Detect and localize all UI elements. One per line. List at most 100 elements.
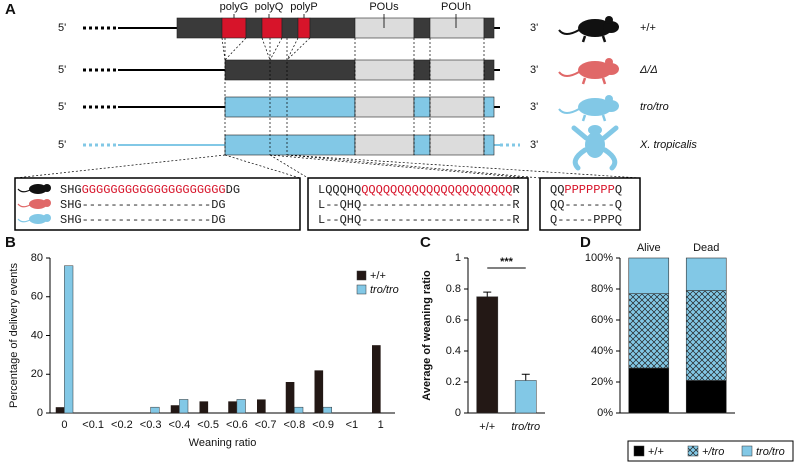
exon-segment xyxy=(429,17,485,39)
sequence-segment: PPPPPPP xyxy=(564,183,614,197)
exon-segment xyxy=(354,17,415,39)
alignment-line: QQ-------Q xyxy=(550,198,622,212)
legend-label: +/+ xyxy=(370,270,386,282)
annotation: *** xyxy=(500,256,514,268)
bar xyxy=(372,345,381,413)
mouse-icon xyxy=(17,203,31,208)
mouse-icon xyxy=(578,19,612,37)
panel-label: B xyxy=(5,234,16,251)
mouse-icon xyxy=(603,21,619,33)
connector xyxy=(286,154,541,179)
alignment-line: Q-----PPPQ xyxy=(550,213,622,227)
y-tick-label: 0% xyxy=(597,407,613,419)
legend-label: +/+ xyxy=(648,446,664,458)
exon-segment xyxy=(224,134,356,156)
exon-segment xyxy=(483,59,495,81)
y-tick-label: 0.2 xyxy=(446,376,461,388)
exon-segment xyxy=(413,96,431,118)
bar xyxy=(322,406,332,414)
x-tick-label: Alive xyxy=(637,242,661,254)
bar-segment xyxy=(628,293,670,369)
alignment-box xyxy=(539,177,641,231)
bar-segment xyxy=(628,257,670,294)
mouse-icon xyxy=(581,35,607,43)
connector xyxy=(221,37,226,61)
legend-label: +/tro xyxy=(702,446,724,458)
sequence-segment: SHG------------------DG xyxy=(60,213,226,227)
sequence-segment: DG xyxy=(226,183,240,197)
legend-swatch xyxy=(356,270,367,281)
connector xyxy=(269,154,309,179)
mouse-icon xyxy=(43,199,51,207)
domain-label: POUh xyxy=(441,1,471,13)
frog-icon xyxy=(585,132,605,158)
legend-swatch xyxy=(741,445,753,457)
mouse-icon xyxy=(17,218,31,223)
exon-segment xyxy=(354,134,415,156)
x-tick-label: <0.3 xyxy=(140,419,162,431)
exon-segment xyxy=(309,17,356,39)
exon-segment xyxy=(429,134,485,156)
y-tick-label: 0.4 xyxy=(446,345,461,357)
bar xyxy=(476,296,499,414)
connector xyxy=(224,37,247,61)
exon-segment xyxy=(483,17,495,39)
sequence-segment: L--QHQ---------------------R xyxy=(318,198,520,212)
exon-segment xyxy=(224,96,356,118)
exon-segment xyxy=(281,17,299,39)
connector xyxy=(286,37,311,61)
three-prime: 3' xyxy=(530,64,538,76)
sequence-segment: SHG------------------DG xyxy=(60,198,226,212)
domain-label: POUs xyxy=(369,1,399,13)
bar xyxy=(150,406,160,414)
sequence-segment: QQ xyxy=(550,183,564,197)
connector xyxy=(224,154,301,179)
y-tick-label: 80 xyxy=(31,252,43,264)
sequence-segment: Q xyxy=(615,183,622,197)
y-tick-label: 60% xyxy=(591,314,613,326)
bar xyxy=(514,380,537,414)
five-prime: 5' xyxy=(58,22,66,34)
alignment-line: L--QHQ---------------------R xyxy=(318,198,520,212)
x-tick-label: <0.5 xyxy=(197,419,219,431)
exon-segment xyxy=(483,134,495,156)
alignment-line: SHG------------------DG xyxy=(60,213,226,227)
sequence-segment: QQ-------Q xyxy=(550,198,622,212)
legend-swatch xyxy=(356,284,367,295)
sequence-segment: Q-----PPPQ xyxy=(550,213,622,227)
y-tick-label: 0.8 xyxy=(446,283,461,295)
bar xyxy=(314,370,324,413)
mouse-icon xyxy=(29,214,47,224)
y-tick-label: 0 xyxy=(455,407,461,419)
domain-label: polyQ xyxy=(255,1,284,13)
x-tick-label: <0.4 xyxy=(169,419,191,431)
exon-segment xyxy=(176,17,223,39)
x-tick-label: <0.1 xyxy=(82,419,104,431)
mouse-icon xyxy=(605,95,613,103)
exon-segment xyxy=(429,96,485,118)
y-axis-label: Percentage of delivery events xyxy=(8,263,20,408)
x-tick-label: <0.9 xyxy=(312,419,334,431)
mouse-icon xyxy=(581,77,607,85)
sequence-segment: L--QHQ---------------------R xyxy=(318,213,520,227)
legend-label: tro/tro xyxy=(370,284,399,296)
connector xyxy=(261,37,271,61)
connector xyxy=(286,37,299,61)
bar xyxy=(228,401,237,413)
legend-label: tro/tro xyxy=(756,446,785,458)
sequence-segment: QQQQQQQQQQQQQQQQQQQQQ xyxy=(361,183,512,197)
x-tick-label: 0 xyxy=(61,419,67,431)
x-tick-label: Dead xyxy=(693,242,719,254)
mouse-icon xyxy=(581,114,607,122)
three-prime: 3' xyxy=(530,139,538,151)
exon-segment xyxy=(413,134,431,156)
panel-label: D xyxy=(580,234,591,251)
sequence-segment: SHG xyxy=(60,183,82,197)
bar xyxy=(179,399,189,414)
exon-segment xyxy=(413,59,431,81)
mouse-icon xyxy=(578,98,612,116)
bar-segment xyxy=(685,380,727,414)
bar xyxy=(170,405,180,413)
domain-label: polyG xyxy=(220,1,249,13)
